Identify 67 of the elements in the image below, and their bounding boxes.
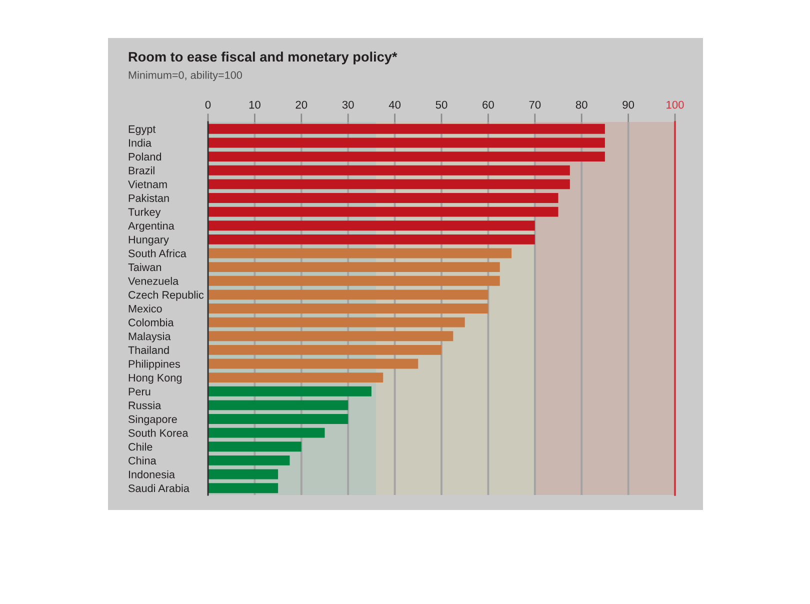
x-tick-label: 30 [342,100,354,109]
x-tick-label: 0 [205,100,211,109]
bar [208,179,570,190]
y-tick-label: Thailand [128,346,169,354]
y-tick-label: Egypt [128,125,156,136]
bar [208,455,290,466]
y-tick-label: India [129,138,152,147]
y-tick-label: Singapore [128,415,177,426]
y-tick-label: Brazil [128,166,154,174]
bar [208,331,454,342]
x-tick-label: 60 [482,100,494,109]
y-tick-label: Poland [128,152,162,161]
y-tick-label: Malaysia [128,332,171,342]
chart-subtitle: Minimum=0, ability=100 [128,70,242,82]
y-tick-label: Pakistan [128,194,169,202]
y-tick-label: Venezuela [128,276,179,285]
x-tick-label: 50 [436,100,448,109]
bar [208,469,278,480]
bar [208,262,500,272]
bar [208,358,418,369]
x-tick-label: 70 [529,100,541,109]
bar [208,442,302,452]
bar [208,152,605,162]
y-tick-label: Hong Kong [128,374,182,384]
y-tick-label: Philippines [128,360,180,370]
bar [208,234,535,244]
x-tick-label: 10 [249,100,260,109]
bar [208,304,488,314]
y-tick-label: Vietnam [128,180,167,188]
y-tick-label: Czech Republic [128,290,204,301]
x-tick-label: 20 [296,100,308,109]
y-tick-label: China [128,456,156,464]
y-tick-label: Mexico [128,304,162,313]
y-tick-label: Taiwan [128,263,162,272]
bar [208,165,570,176]
y-tick-label: Hungary [128,236,169,246]
bar [208,317,465,328]
bar [208,220,535,231]
bar [208,400,348,410]
y-tick-label: Peru [128,388,150,396]
bar [208,414,348,424]
x-tick-label: 40 [388,100,401,109]
x-tick-label: 90 [622,100,634,109]
y-tick-label: Argentina [128,222,174,232]
bar [208,206,558,217]
bar [208,290,488,300]
y-tick-label: Colombia [128,318,174,326]
bar [208,372,384,383]
bar [208,386,372,396]
x-tick-label: 80 [576,100,588,109]
bar [208,428,325,438]
bar [208,138,605,148]
bar [208,124,605,134]
y-tick-label: Chile [128,442,152,451]
bar [208,344,442,355]
y-tick-label: Turkey [128,208,161,218]
y-tick-label: Saudi Arabia [128,484,190,492]
bar [208,193,558,203]
bar [208,248,512,258]
y-tick-label: South Africa [128,249,186,258]
bar [208,276,500,286]
x-tick-label: 100 [666,100,684,109]
y-tick-label: South Korea [128,428,188,437]
bar [208,483,278,494]
y-tick-label: Indonesia [129,470,175,478]
chart-title: Room to ease fiscal and monetary policy* [128,52,398,64]
y-tick-label: Russia [128,401,162,410]
